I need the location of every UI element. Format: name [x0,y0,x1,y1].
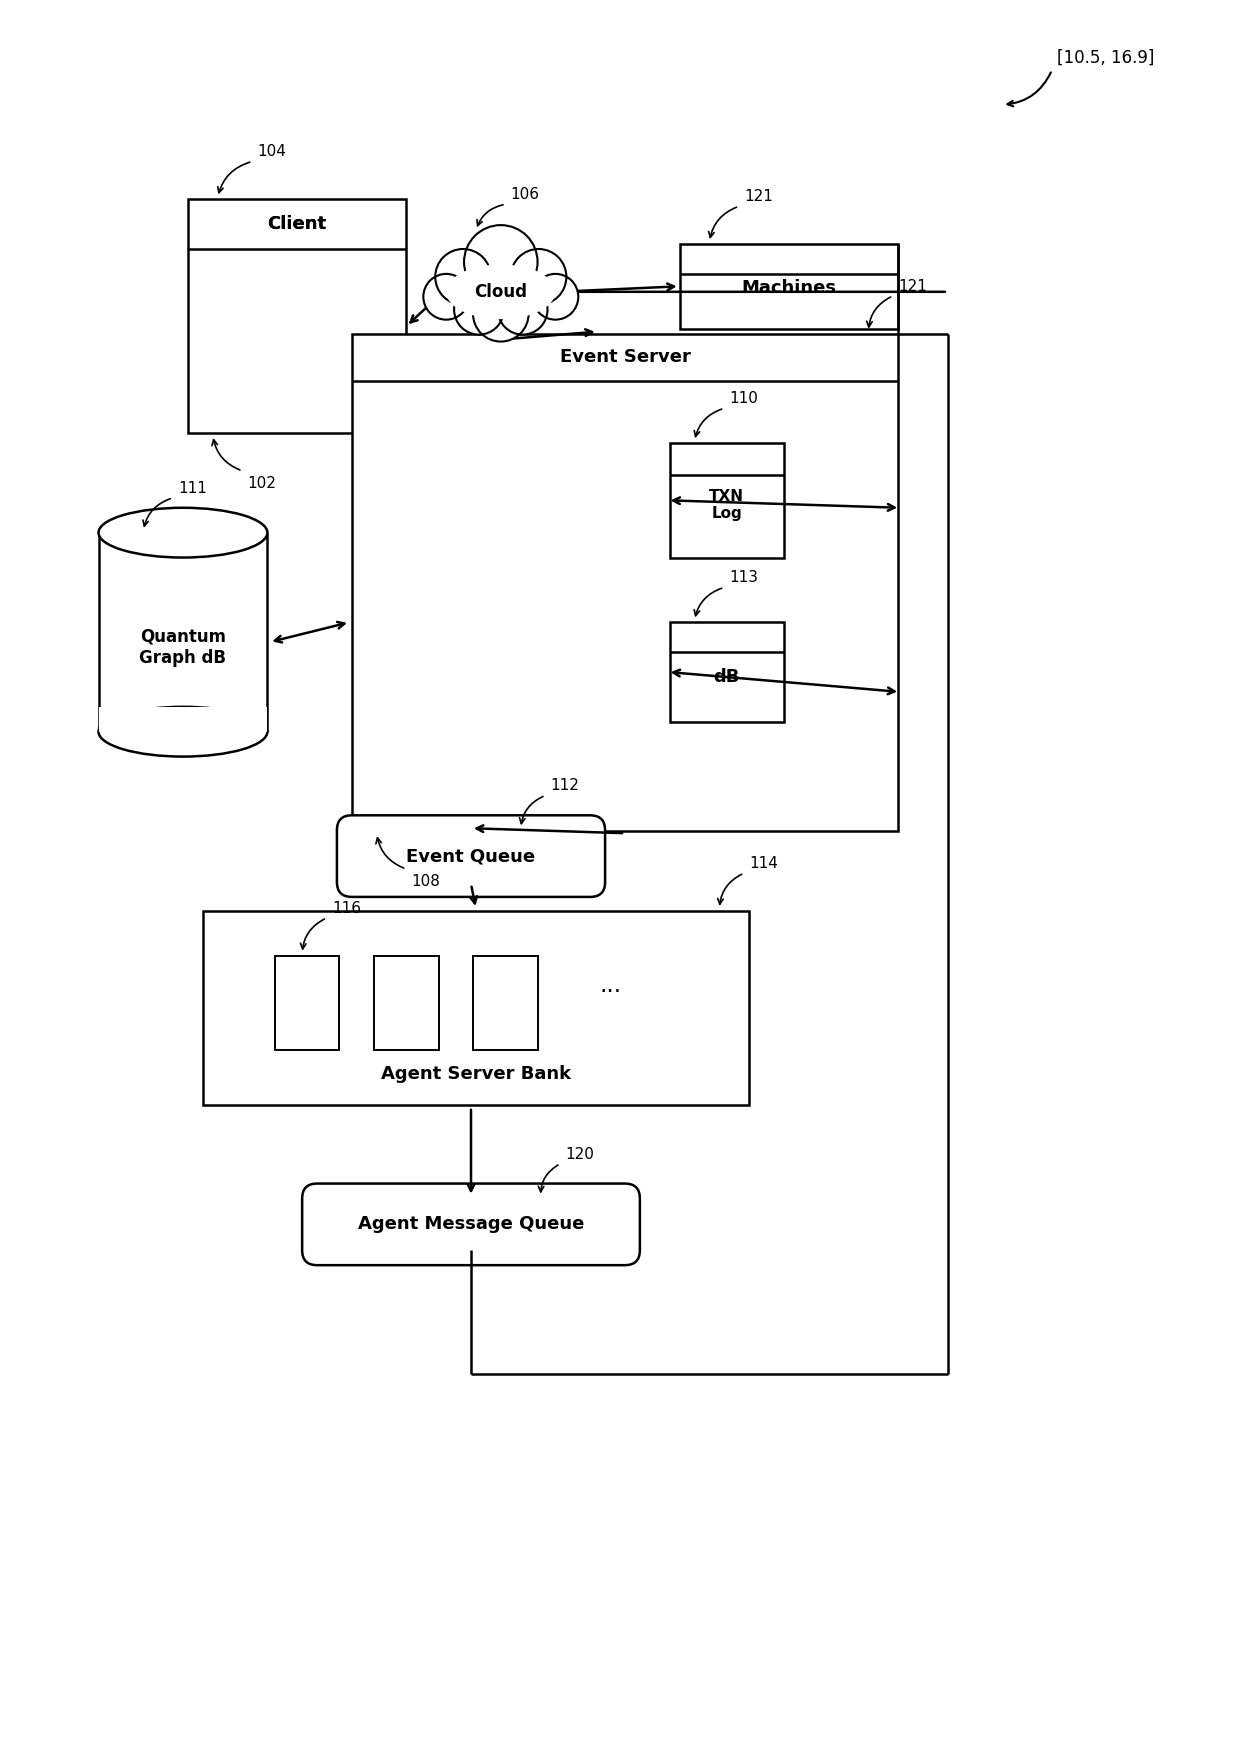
Text: 116: 116 [332,902,361,916]
FancyBboxPatch shape [275,956,340,1050]
Text: Event Queue: Event Queue [407,847,536,865]
Text: 110: 110 [729,391,758,407]
Text: 104: 104 [258,144,286,160]
Text: Client: Client [268,215,327,232]
Circle shape [497,285,548,335]
Text: [10.5, 16.9]: [10.5, 16.9] [1056,49,1154,67]
Text: 121: 121 [898,278,928,294]
Text: Quantum
Graph dB: Quantum Graph dB [139,627,227,666]
FancyBboxPatch shape [203,910,749,1104]
Text: Client: Client [268,215,327,232]
Text: dB: dB [713,667,740,687]
Text: 113: 113 [729,571,759,585]
FancyBboxPatch shape [188,199,407,433]
Text: Agent Server Bank: Agent Server Bank [381,1065,572,1083]
FancyBboxPatch shape [374,956,439,1050]
FancyBboxPatch shape [670,444,784,558]
Text: Cloud: Cloud [475,284,527,301]
Text: 106: 106 [511,187,539,203]
Circle shape [423,275,469,321]
Text: 108: 108 [412,873,440,889]
Text: 111: 111 [179,481,207,497]
Ellipse shape [446,264,556,319]
Circle shape [454,285,503,335]
FancyBboxPatch shape [337,815,605,896]
FancyBboxPatch shape [352,333,898,831]
Circle shape [464,225,538,299]
Text: Machines: Machines [742,280,836,298]
Circle shape [533,275,578,321]
Ellipse shape [98,706,268,757]
Text: ...: ... [599,972,621,997]
FancyBboxPatch shape [680,245,898,329]
Text: 120: 120 [565,1146,594,1162]
Circle shape [472,285,528,342]
Circle shape [511,248,567,305]
Text: 112: 112 [551,778,579,794]
Text: Event Server: Event Server [559,349,691,366]
FancyBboxPatch shape [670,622,784,722]
FancyBboxPatch shape [98,706,268,733]
Text: 102: 102 [248,475,277,491]
FancyBboxPatch shape [303,1183,640,1264]
Text: Agent Message Queue: Agent Message Queue [358,1215,584,1233]
Text: 114: 114 [749,856,777,872]
Text: 121: 121 [744,188,773,204]
FancyBboxPatch shape [474,956,538,1050]
Ellipse shape [98,507,268,558]
Text: TXN
Log: TXN Log [709,490,744,521]
Circle shape [435,248,491,305]
